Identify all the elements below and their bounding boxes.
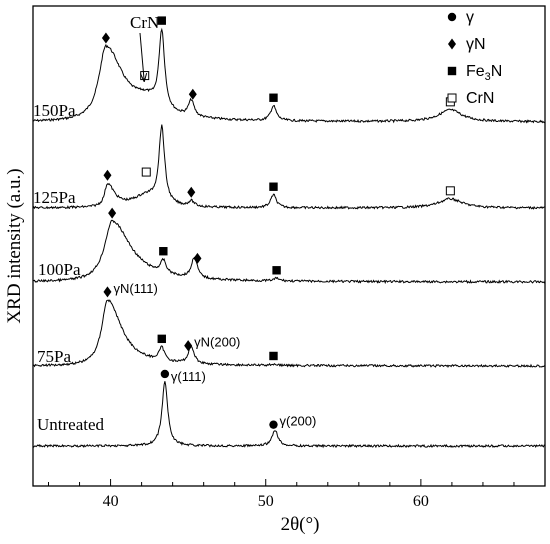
series-untreated: Untreated [32,381,546,449]
marker-circle [160,369,170,379]
marker-filled-square [157,334,166,344]
series-line [32,299,546,369]
marker-diamond [188,88,197,100]
series-label: 125Pa [33,188,76,207]
marker-diamond [187,186,196,198]
series-150pa: 150Pa [32,27,546,124]
marker-open-square [141,167,151,177]
marker-filled-square [159,247,168,256]
plot-frame [32,5,546,487]
x-tick-label: 50 [258,493,274,510]
series-75pa: 75Pa [32,299,546,369]
x-tick-label: 40 [103,493,119,510]
legend: γ γN Fe3N CrN [447,9,502,107]
legend-label: γ [466,9,474,26]
marker-open-square [445,186,455,196]
marker-diamond [184,340,193,352]
annotation-n-111: γN(111) [113,281,157,296]
legend-label: Fe3N [466,63,502,83]
legend-marker-diamond [448,38,456,50]
y-axis-label: XRD intensity (a.u.) [4,168,25,323]
marker-diamond [103,286,112,298]
annotation-111: γ(111) [171,369,206,384]
annotation-crn: CrN [130,13,159,32]
marker-filled-square [269,351,278,361]
annotation-layer: CrN γN(111) γN(200) γ(111) γ(200) [113,13,316,429]
marker-diamond [103,169,112,181]
arrow-head [139,72,148,83]
series-line [32,27,546,124]
series-line [32,381,546,449]
x-axis-label: 2θ(°) [281,514,320,535]
series-label: 100Pa [38,260,81,279]
series-line [32,219,546,285]
series-label: 75Pa [37,347,71,366]
marker-diamond [108,207,117,219]
series-layer: 150Pa 125Pa 100Pa 75Pa Untreated [32,27,546,449]
series-125pa: 125Pa [32,124,545,210]
marker-filled-square [272,266,281,275]
series-100pa: 100Pa [32,219,546,285]
legend-label: γN [466,36,486,53]
x-axis: 40 50 60 [48,479,546,510]
series-label: Untreated [37,415,105,434]
series-label: 150Pa [33,101,76,120]
marker-filled-square [157,16,166,25]
marker-filled-square [269,182,278,191]
legend-marker-circle [447,12,457,22]
marker-circle [269,420,278,429]
x-tick-label: 60 [413,493,429,510]
marker-filled-square [269,93,278,102]
marker-layer [101,16,455,429]
annotation-200: γ(200) [279,414,316,429]
annotation-n-200: γN(200) [194,335,240,350]
series-line [32,124,545,210]
legend-marker-filled-square [447,66,457,76]
legend-marker-open-square [447,93,457,103]
legend-label: CrN [466,90,494,107]
marker-diamond [193,252,202,264]
marker-diamond [101,32,110,44]
annotation-arrow [139,32,145,82]
